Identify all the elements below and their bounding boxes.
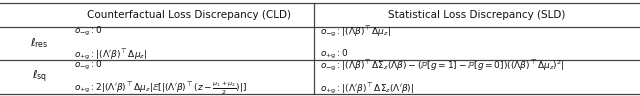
Text: $o_{-\mathrm{g}}:|(\Lambda\beta)^\top\Delta\mu_z|$: $o_{-\mathrm{g}}:|(\Lambda\beta)^\top\De… [320,24,391,39]
Text: $o_{-\mathrm{g}}:0$: $o_{-\mathrm{g}}:0$ [74,59,102,72]
Text: $\ell_{\mathrm{sq}}$: $\ell_{\mathrm{sq}}$ [32,69,47,85]
Text: Statistical Loss Discrepancy (SLD): Statistical Loss Discrepancy (SLD) [388,10,566,20]
Text: $o_{+\mathrm{g}}:|(\Lambda'\beta)^\top\Delta\mu_z|$: $o_{+\mathrm{g}}:|(\Lambda'\beta)^\top\D… [74,47,147,62]
Text: Counterfactual Loss Discrepancy (CLD): Counterfactual Loss Discrepancy (CLD) [87,10,291,20]
Text: $o_{+\mathrm{g}}:|(\Lambda'\beta)^\top\Delta\Sigma_z(\Lambda'\beta)|$: $o_{+\mathrm{g}}:|(\Lambda'\beta)^\top\D… [320,81,414,96]
Text: $o_{-\mathrm{g}}:|(\Lambda\beta)^\top\Delta\Sigma_z(\Lambda\beta)-(\mathbb{P}[g=: $o_{-\mathrm{g}}:|(\Lambda\beta)^\top\De… [320,58,564,73]
Text: $o_{+\mathrm{g}}:0$: $o_{+\mathrm{g}}:0$ [320,48,349,61]
Text: $o_{-\mathrm{g}}:0$: $o_{-\mathrm{g}}:0$ [74,25,102,38]
Text: $o_{+\mathrm{g}}:2|(\Lambda'\beta)^\top\Delta\mu_z|\mathbb{E}[|(\Lambda'\beta)^\: $o_{+\mathrm{g}}:2|(\Lambda'\beta)^\top\… [74,80,246,96]
Text: $\ell_{\mathrm{res}}$: $\ell_{\mathrm{res}}$ [31,36,49,50]
